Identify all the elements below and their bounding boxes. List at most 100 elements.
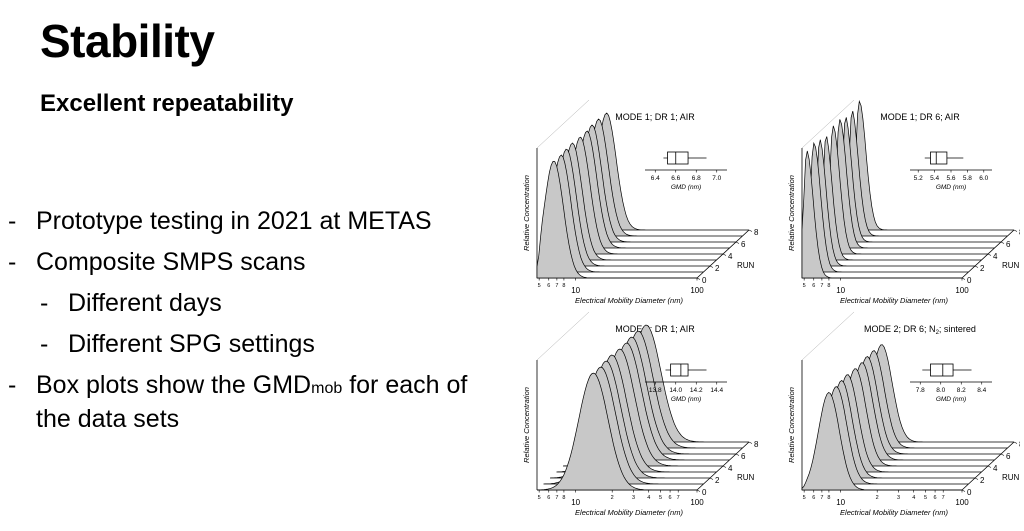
boxplot-tick-label: 14.4: [710, 387, 723, 394]
x-tick-label: 3: [897, 495, 900, 501]
run-tick: [961, 277, 966, 280]
run-tick-label: 4: [728, 464, 733, 473]
boxplot-axis-label: GMD (nm): [671, 184, 701, 191]
x-axis-label: Electrical Mobility Diameter (nm): [840, 296, 948, 305]
x-tick-label: 7: [555, 495, 558, 501]
boxplot-inset: 7.8 8.0 8.2 8.4 GMD (nm): [910, 363, 992, 403]
boxplot-tick-label: 8.4: [977, 387, 986, 394]
chart-title: MODE 1; DR 6; AIR: [880, 112, 960, 122]
x-tick-label: 10: [836, 498, 845, 507]
ridge-run: [814, 139, 975, 267]
run-tick: [748, 441, 753, 444]
run-tick: [709, 477, 714, 480]
bullet-text-after: for each of the data sets: [36, 371, 468, 433]
ridge-run: [847, 350, 1008, 449]
run-tick: [1013, 441, 1018, 444]
x-tick-label: 2: [611, 495, 614, 501]
x-tick-label: 100: [955, 286, 969, 295]
boxplot-box: [930, 151, 948, 165]
run-tick: [709, 265, 714, 268]
x-tick-label: 7: [555, 283, 558, 289]
x-tick-label: 6: [812, 495, 815, 501]
x-tick-label: 5: [659, 495, 662, 501]
boxplot-inset: 6.4 6.6 6.8 7.0 GMD (nm): [645, 151, 727, 191]
x-tick-label: 10: [836, 286, 845, 295]
ridge-run: [840, 356, 1001, 455]
bullet-text: Box plots show the GMD: [36, 371, 312, 399]
x-tick-label: 6: [547, 495, 550, 501]
boxplot-tick-label: 14.2: [690, 387, 703, 394]
run-tick: [974, 265, 979, 268]
chart-title: MODE 1; DR 1; AIR: [615, 112, 695, 122]
ridge-run: [834, 119, 995, 249]
depth-guide: [536, 100, 590, 149]
ridge-run: [821, 374, 982, 473]
x-tick-label: 8: [827, 495, 830, 501]
run-tick: [1000, 453, 1005, 456]
chart-title: MODE 2; DR 1; AIR: [615, 324, 695, 334]
run-tick-label: 6: [1006, 452, 1011, 461]
boxplot-inset: 13.8 14.0 14.2 14.4 GMD (nm): [645, 363, 727, 403]
x-tick-label: 100: [690, 498, 704, 507]
x-tick-label: 6: [812, 283, 815, 289]
boxplot-tick-label: 7.8: [916, 387, 925, 394]
run-tick: [987, 253, 992, 256]
chart-panel: MODE 1; DR 6; AIR56781010002468RUNElectr…: [787, 100, 1020, 305]
chart-title-suffix: ; sintered: [939, 324, 976, 334]
x-tick-label: 5: [538, 283, 541, 289]
run-tick: [974, 477, 979, 480]
boxplot-tick-label: 8.2: [957, 387, 966, 394]
run-tick-label: 4: [993, 252, 998, 261]
ridge-run: [808, 141, 969, 273]
boxplot-tick-label: 5.8: [963, 175, 972, 182]
x-tick-label: 5: [803, 495, 806, 501]
y-axis-label: Relative Concentration: [522, 175, 531, 251]
run-tick: [735, 453, 740, 456]
run-tick: [961, 489, 966, 492]
ridge-run: [821, 136, 982, 261]
x-tick-label: 8: [827, 283, 830, 289]
boxplot-inset: 5.2 5.4 5.6 5.8 6.0 GMD (nm): [910, 151, 992, 191]
bullet-item: - Prototype testing in 2021 at METAS: [8, 207, 432, 235]
run-tick-label: 0: [967, 276, 972, 285]
depth-guide: [801, 100, 855, 149]
x-axis-label: Electrical Mobility Diameter (nm): [840, 508, 948, 517]
ridge-run: [853, 344, 1014, 443]
boxplot-tick-label: 5.2: [914, 175, 923, 182]
boxplot-tick-label: 5.6: [946, 175, 955, 182]
boxplot-axis-label: GMD (nm): [936, 396, 966, 403]
y-axis-label: Relative Concentration: [522, 387, 531, 463]
x-tick-label: 100: [955, 498, 969, 507]
run-tick-label: 2: [980, 264, 985, 273]
ridge-run: [814, 380, 975, 479]
bullet-item: - Box plots show the GMDmob for each of t…: [8, 371, 468, 433]
run-tick-label: 8: [754, 440, 759, 449]
run-tick-label: 2: [715, 264, 720, 273]
x-tick-label: 6: [934, 495, 937, 501]
run-tick: [735, 241, 740, 244]
run-tick-label: 8: [1019, 440, 1020, 449]
run-tick: [987, 465, 992, 468]
x-tick-label: 10: [571, 498, 580, 507]
ridge-run: [827, 368, 988, 467]
ridge-run: [853, 100, 1014, 231]
bullet-item: - Composite SMPS scans: [8, 248, 306, 276]
x-tick-label: 5: [803, 283, 806, 289]
run-tick-label: 0: [702, 488, 707, 497]
x-tick-label: 100: [690, 286, 704, 295]
boxplot-tick-label: 6.6: [671, 175, 680, 182]
boxplot-tick-label: 13.8: [649, 387, 662, 394]
run-tick-label: 0: [967, 488, 972, 497]
run-tick-label: 0: [702, 276, 707, 285]
run-tick: [1000, 241, 1005, 244]
run-tick-label: 6: [741, 240, 746, 249]
boxplot-tick-label: 7.0: [712, 175, 721, 182]
y-axis-label: Relative Concentration: [787, 175, 796, 251]
ridge-run: [834, 362, 995, 461]
run-tick: [696, 489, 701, 492]
run-tick: [722, 253, 727, 256]
run-tick-label: 6: [1006, 240, 1011, 249]
